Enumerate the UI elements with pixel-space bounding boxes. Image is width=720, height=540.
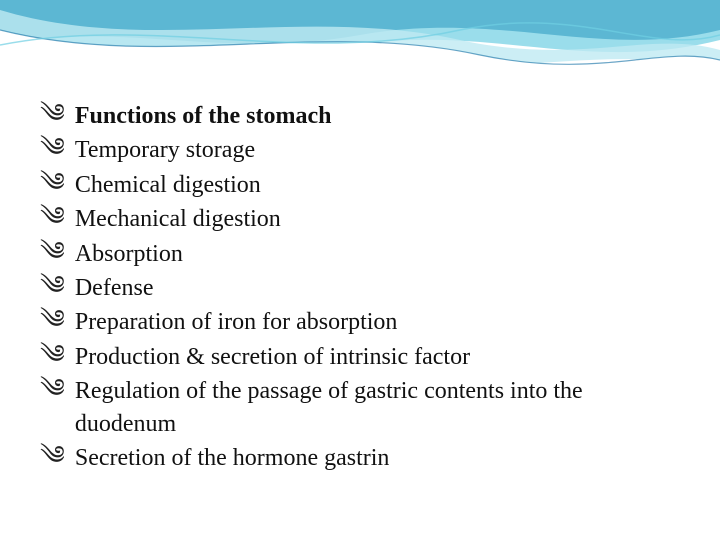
item-text: Defense xyxy=(75,272,680,304)
item-text: Production & secretion of intrinsic fact… xyxy=(75,341,680,373)
bullet-icon: ༄ xyxy=(40,306,65,335)
item-text: Mechanical digestion xyxy=(75,203,680,235)
list-item: ༄ Functions of the stomach xyxy=(40,100,680,132)
list-item: ༄ Mechanical digestion xyxy=(40,203,680,235)
bullet-icon: ༄ xyxy=(40,442,65,471)
bullet-icon: ༄ xyxy=(40,238,65,267)
list-item: ༄ Chemical digestion xyxy=(40,169,680,201)
bullet-icon: ༄ xyxy=(40,169,65,198)
list-item: ༄ Production & secretion of intrinsic fa… xyxy=(40,341,680,373)
item-text: Functions of the stomach xyxy=(75,100,680,132)
item-text: Regulation of the passage of gastric con… xyxy=(75,375,680,440)
bullet-icon: ༄ xyxy=(40,341,65,370)
item-text: Temporary storage xyxy=(75,134,680,166)
bullet-icon: ༄ xyxy=(40,134,65,163)
wave-svg xyxy=(0,0,720,100)
list-item: ༄ Defense xyxy=(40,272,680,304)
list-item: ༄ Preparation of iron for absorption xyxy=(40,306,680,338)
bullet-icon: ༄ xyxy=(40,272,65,301)
bullet-icon: ༄ xyxy=(40,203,65,232)
item-text: Chemical digestion xyxy=(75,169,680,201)
item-text: Absorption xyxy=(75,238,680,270)
bullet-icon: ༄ xyxy=(40,100,65,129)
bullet-icon: ༄ xyxy=(40,375,65,404)
list-item: ༄ Regulation of the passage of gastric c… xyxy=(40,375,680,440)
item-text: Preparation of iron for absorption xyxy=(75,306,680,338)
list-item: ༄ Temporary storage xyxy=(40,134,680,166)
list-item: ༄ Secretion of the hormone gastrin xyxy=(40,442,680,474)
header-wave-decoration xyxy=(0,0,720,100)
item-text: Secretion of the hormone gastrin xyxy=(75,442,680,474)
slide-content: ༄ Functions of the stomach ༄ Temporary s… xyxy=(40,100,680,476)
list-item: ༄ Absorption xyxy=(40,238,680,270)
